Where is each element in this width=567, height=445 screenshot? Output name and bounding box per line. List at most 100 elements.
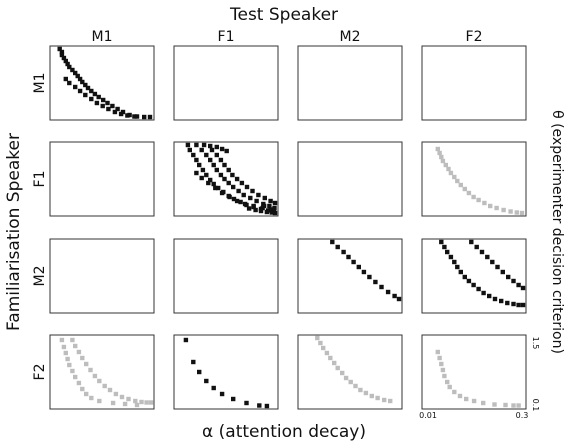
data-point-m1-m1 bbox=[77, 76, 83, 82]
data-point-f1-f1 bbox=[258, 208, 264, 214]
data-point-f2-f1 bbox=[197, 369, 202, 375]
data-point-m2-m2 bbox=[385, 289, 391, 295]
data-point-m1-m1 bbox=[83, 82, 88, 88]
data-point-m2-m2 bbox=[361, 269, 367, 275]
data-point-f2-m1 bbox=[97, 378, 102, 384]
data-point-m2-m2 bbox=[356, 264, 361, 270]
data-point-f1-f2 bbox=[437, 150, 442, 156]
data-point-f2-m1 bbox=[61, 344, 67, 350]
data-point-m1-m1 bbox=[100, 103, 105, 109]
data-point-f1-f2 bbox=[448, 170, 454, 176]
data-point-f2-f1 bbox=[244, 400, 249, 406]
data-point-f2-m1 bbox=[76, 349, 82, 355]
chart-title: Test Speaker bbox=[229, 5, 338, 25]
data-point-f1-f1 bbox=[251, 203, 256, 209]
data-point-f2-m1 bbox=[92, 373, 98, 379]
data-point-f1-f2 bbox=[494, 205, 499, 211]
data-point-m2-m2 bbox=[346, 254, 351, 260]
data-point-f1-f1 bbox=[267, 203, 272, 209]
data-point-f2-f2 bbox=[452, 389, 457, 395]
data-point-f2-f2 bbox=[503, 402, 508, 408]
x-tick-label-min: 0.01 bbox=[419, 411, 437, 420]
data-point-f2-f2 bbox=[439, 361, 444, 367]
panel-frame-f1-f1 bbox=[173, 141, 279, 217]
data-point-f1-f1 bbox=[206, 180, 211, 186]
data-point-f2-m1 bbox=[134, 402, 140, 408]
data-point-f2-m1 bbox=[139, 399, 144, 405]
data-point-f2-f1 bbox=[211, 385, 216, 391]
data-point-f1-f1 bbox=[214, 152, 219, 158]
data-point-m2-f2 bbox=[487, 293, 492, 299]
data-point-m1-m1 bbox=[80, 79, 85, 85]
data-point-f2-f1 bbox=[204, 378, 209, 384]
data-point-f1-f1 bbox=[194, 170, 199, 176]
data-point-f2-f2 bbox=[481, 400, 486, 406]
data-point-f1-f1 bbox=[262, 195, 267, 201]
data-point-f1-f1 bbox=[234, 176, 240, 182]
data-point-m1-m1 bbox=[142, 114, 147, 120]
data-point-m2-m2 bbox=[367, 274, 372, 280]
data-point-f2-m1 bbox=[73, 343, 78, 349]
data-point-f1-f1 bbox=[214, 167, 219, 173]
data-point-f1-f2 bbox=[452, 174, 457, 180]
data-point-m2-m2 bbox=[379, 284, 384, 290]
data-point-f1-f1 bbox=[222, 162, 227, 168]
data-point-m1-m1 bbox=[57, 46, 62, 52]
x-axis-label: α (attention decay) bbox=[202, 422, 366, 442]
data-point-f1-f2 bbox=[514, 210, 519, 215]
data-point-f2-m1 bbox=[84, 361, 89, 367]
y-axis-label: Familiarisation Speaker bbox=[4, 133, 24, 331]
data-point-f2-m1 bbox=[80, 386, 85, 392]
data-point-f2-f2 bbox=[445, 379, 450, 385]
data-point-f2-m1 bbox=[84, 391, 89, 397]
data-point-m1-m1 bbox=[73, 84, 78, 90]
data-point-f1-f1 bbox=[185, 142, 191, 148]
data-point-m1-m1 bbox=[118, 111, 124, 117]
data-point-f1-f2 bbox=[501, 207, 506, 213]
data-point-f2-m1 bbox=[97, 398, 102, 404]
data-point-f1-f1 bbox=[248, 195, 253, 201]
data-point-f1-f1 bbox=[214, 144, 219, 150]
data-point-f2-m2 bbox=[318, 340, 323, 346]
data-point-f1-f1 bbox=[269, 210, 274, 215]
data-point-m1-m1 bbox=[89, 96, 94, 102]
data-point-m2-f2 bbox=[500, 269, 505, 275]
data-point-m1-m1 bbox=[70, 67, 75, 73]
data-point-f1-f1 bbox=[261, 203, 267, 209]
panel-frame-m1-f2 bbox=[421, 45, 527, 121]
x-tick-label-max: 0.3 bbox=[516, 411, 529, 420]
data-point-m1-m1 bbox=[112, 109, 118, 115]
data-point-f1-f1 bbox=[242, 201, 248, 207]
data-point-f2-m2 bbox=[353, 383, 358, 389]
data-point-m2-f2 bbox=[471, 282, 476, 288]
data-point-f1-f1 bbox=[231, 196, 237, 202]
data-point-f1-f1 bbox=[199, 147, 204, 153]
data-point-f1-f1 bbox=[246, 206, 252, 211]
data-point-f1-f1 bbox=[230, 172, 235, 178]
data-point-f2-f2 bbox=[464, 396, 469, 402]
data-point-m2-f2 bbox=[458, 269, 463, 275]
data-point-f1-f1 bbox=[194, 157, 199, 163]
data-point-f2-m2 bbox=[335, 365, 340, 371]
data-point-m2-f2 bbox=[442, 244, 447, 250]
panel-frame-m2-f1 bbox=[173, 238, 279, 314]
data-point-f2-f2 bbox=[447, 384, 452, 390]
data-point-f2-m1 bbox=[126, 396, 131, 402]
data-point-f1-f1 bbox=[268, 198, 273, 204]
data-point-f1-f1 bbox=[208, 143, 213, 149]
panel-frame-m2-m1 bbox=[49, 238, 155, 314]
data-point-f2-m1 bbox=[67, 362, 72, 368]
data-point-f1-f1 bbox=[239, 180, 245, 186]
row-header-m2: M2 bbox=[32, 266, 48, 287]
data-point-f2-f2 bbox=[457, 393, 463, 399]
data-point-m1-m1 bbox=[89, 88, 94, 94]
data-point-m2-f2 bbox=[452, 259, 457, 265]
data-point-m1-m1 bbox=[63, 76, 68, 82]
data-point-f2-m1 bbox=[65, 356, 70, 362]
data-point-m1-m1 bbox=[106, 106, 111, 112]
data-point-f1-f2 bbox=[476, 197, 481, 203]
y-tick-label-max: 1.5 bbox=[531, 337, 540, 350]
data-point-f1-f2 bbox=[488, 203, 493, 209]
data-point-m1-m1 bbox=[77, 88, 83, 94]
column-header-f1: F1 bbox=[218, 29, 235, 45]
